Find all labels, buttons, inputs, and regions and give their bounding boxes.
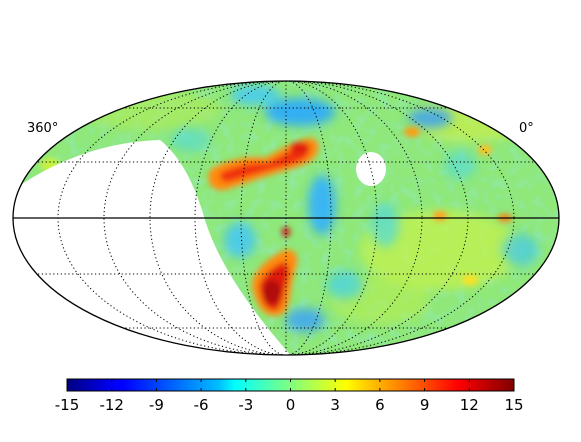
colorbar-tick-label: 15: [504, 396, 523, 414]
map-outline: [12, 80, 560, 356]
colorbar-tick-label: 12: [460, 396, 479, 414]
colorbar-tick-label: -12: [99, 396, 124, 414]
colorbar-tick-label: 6: [375, 396, 385, 414]
colorbar-tick-label: -6: [194, 396, 209, 414]
colorbar-ticks: -15 -12 -9 -6 -3 0 3 6 9 12 15: [55, 379, 524, 414]
colorbar: -15 -12 -9 -6 -3 0 3 6 9 12 15: [55, 378, 524, 414]
lon-label-left: 360°: [27, 121, 58, 136]
colorbar-tick-label: -15: [55, 396, 80, 414]
sky-map: [13, 81, 559, 355]
colorbar-tick-label: 0: [286, 396, 296, 414]
colorbar-tick-label: -9: [149, 396, 164, 414]
lon-label-right: 0°: [519, 121, 534, 136]
colorbar-tick-label: -3: [238, 396, 253, 414]
colorbar-tick-label: 9: [420, 396, 430, 414]
colorbar-tick-label: 3: [330, 396, 340, 414]
